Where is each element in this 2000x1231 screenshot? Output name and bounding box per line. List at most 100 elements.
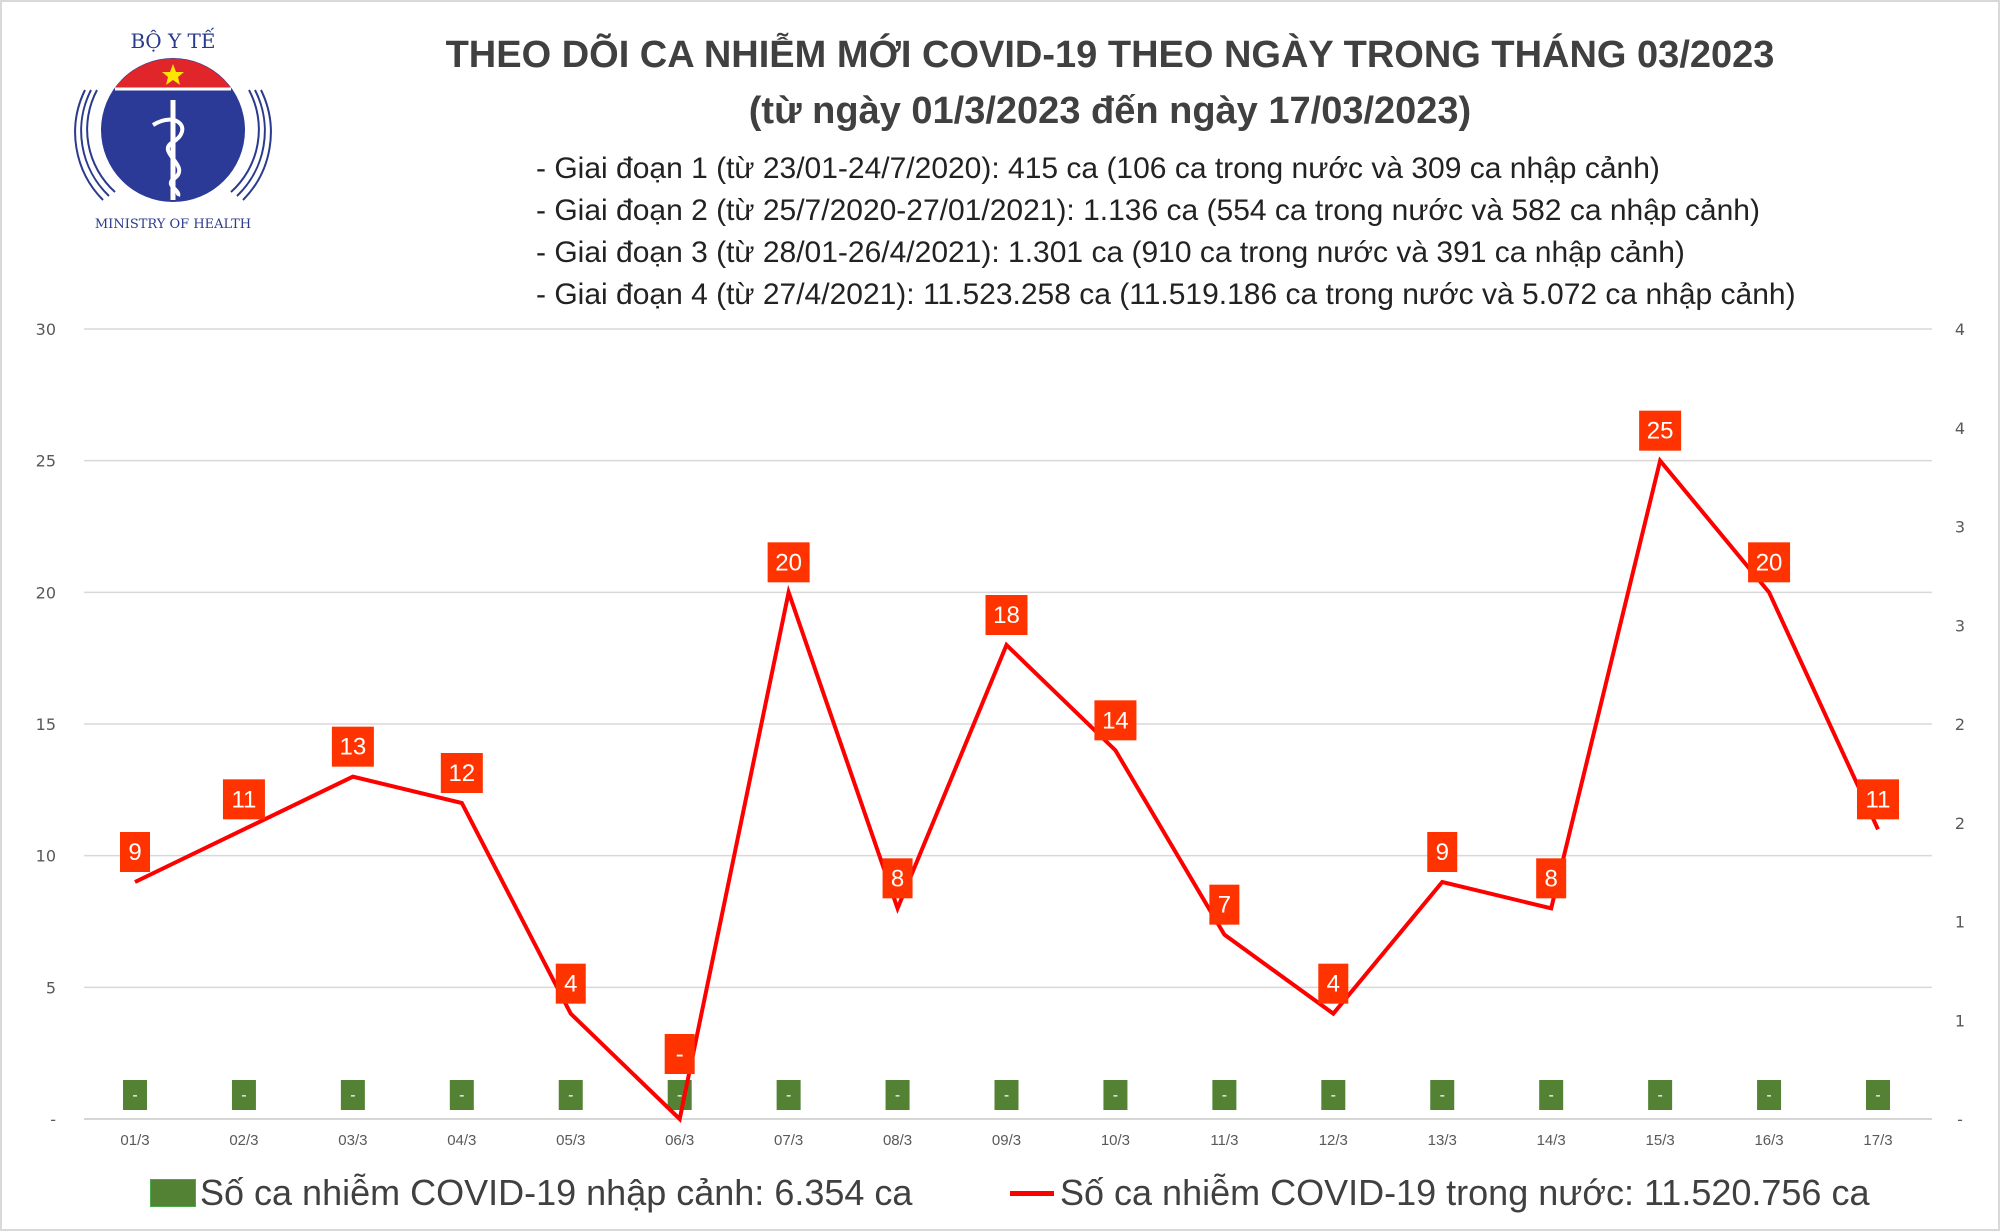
phase-1-note: - Giai đoạn 1 (từ 23/01-24/7/2020): 415 … xyxy=(536,152,1660,185)
data-label: 7 xyxy=(1218,892,1231,919)
line-domestic xyxy=(134,456,1880,1123)
data-label: 20 xyxy=(775,549,802,576)
data-label: - xyxy=(676,1041,684,1068)
left-axis-tick: 10 xyxy=(36,847,56,866)
data-label: 18 xyxy=(993,602,1020,629)
phase-2-note: - Giai đoạn 2 (từ 25/7/2020-27/01/2021):… xyxy=(536,194,1760,227)
x-axis-tick: 02/3 xyxy=(229,1132,258,1149)
x-axis-tick: 10/3 xyxy=(1101,1132,1130,1149)
bar-label: - xyxy=(1657,1087,1662,1104)
data-label: 11 xyxy=(231,786,256,813)
bar-label: - xyxy=(1549,1087,1554,1104)
data-label-box xyxy=(1857,779,1899,820)
bar-label: - xyxy=(568,1087,573,1104)
bar-label: - xyxy=(1004,1087,1009,1104)
data-label-box xyxy=(1748,542,1791,583)
data-label-box xyxy=(1427,832,1458,872)
bar-imported xyxy=(123,1080,147,1110)
bar-label: - xyxy=(786,1087,791,1104)
x-axis-tick: 03/3 xyxy=(338,1132,367,1149)
x-axis-tick: 15/3 xyxy=(1646,1132,1675,1149)
bar-label: - xyxy=(677,1087,682,1104)
data-label: 14 xyxy=(1102,707,1129,734)
data-label: 8 xyxy=(891,865,904,892)
phase-3-note: - Giai đoạn 3 (từ 28/01-26/4/2021): 1.30… xyxy=(536,236,1685,269)
x-axis-tick: 11/3 xyxy=(1210,1132,1238,1149)
right-axis-tick: 1 xyxy=(1955,913,1965,932)
bar-imported xyxy=(1539,1080,1564,1110)
right-axis-tick: 4 xyxy=(1955,419,1965,438)
data-label-box xyxy=(1209,884,1240,925)
logo-bottom-text: MINISTRY OF HEALTH xyxy=(95,217,251,232)
data-label-box xyxy=(1639,410,1682,451)
right-axis-tick: - xyxy=(1957,1110,1963,1129)
data-label-box xyxy=(331,726,374,767)
bar-imported xyxy=(776,1080,801,1110)
data-label: 11 xyxy=(1866,786,1891,813)
right-axis-tick: 3 xyxy=(1955,616,1965,635)
right-axis-tick: 4 xyxy=(1955,320,1965,339)
data-label-box xyxy=(1536,858,1567,899)
bar-label: - xyxy=(132,1087,137,1104)
x-axis-tick: 08/3 xyxy=(883,1132,912,1149)
data-label: 25 xyxy=(1647,418,1674,445)
data-label: 9 xyxy=(1436,839,1449,866)
data-label-box xyxy=(1318,963,1349,1004)
bar-imported xyxy=(1648,1080,1673,1110)
x-axis-tick: 01/3 xyxy=(120,1132,149,1149)
right-axis-tick: 2 xyxy=(1955,715,1965,734)
left-axis-tick: 20 xyxy=(36,583,56,602)
bar-imported xyxy=(558,1080,583,1110)
data-label-box xyxy=(222,779,265,820)
data-label-box xyxy=(767,542,810,583)
legend-item-imported: Số ca nhiễm COVID-19 nhập cảnh: 6.354 ca xyxy=(150,1172,912,1214)
bar-label: - xyxy=(1331,1087,1336,1104)
data-label: 20 xyxy=(1756,549,1783,576)
legend-swatch-green xyxy=(150,1179,196,1207)
phase-4-note: - Giai đoạn 4 (từ 27/4/2021): 11.523.258… xyxy=(536,278,1796,311)
bar-label: - xyxy=(241,1087,246,1104)
x-axis-tick: 16/3 xyxy=(1754,1132,1783,1149)
bar-imported xyxy=(449,1080,474,1110)
bar-label: - xyxy=(895,1087,900,1104)
data-label-box xyxy=(664,1034,695,1074)
x-axis-tick: 06/3 xyxy=(665,1132,694,1149)
chart-title: THEO DÕI CA NHIỄM MỚI COVID-19 THEO NGÀY… xyxy=(445,34,1775,76)
data-label: 4 xyxy=(564,971,577,998)
legend-label-domestic: Số ca nhiễm COVID-19 trong nước: 11.520.… xyxy=(1060,1172,1870,1213)
data-label: 9 xyxy=(128,839,141,866)
bar-label: - xyxy=(1113,1087,1118,1104)
data-label: 8 xyxy=(1545,865,1558,892)
left-axis-tick: 30 xyxy=(36,320,56,339)
legend-swatch-red xyxy=(1010,1190,1054,1196)
bar-imported xyxy=(1430,1080,1455,1110)
bar-imported xyxy=(1757,1080,1782,1110)
left-axis-tick: - xyxy=(50,1110,56,1129)
bar-label: - xyxy=(350,1087,355,1104)
ministry-logo: BỘ Y TẾ MINISTRY OF HEALTH xyxy=(74,27,272,232)
x-axis-tick: 07/3 xyxy=(774,1132,803,1149)
left-axis-tick: 5 xyxy=(46,978,56,997)
bar-imported xyxy=(994,1080,1019,1110)
chart-subtitle: (từ ngày 01/3/2023 đến ngày 17/03/2023) xyxy=(748,90,1472,132)
bar-label: - xyxy=(1222,1087,1227,1104)
bar-imported xyxy=(885,1080,910,1110)
x-axis-tick: 09/3 xyxy=(992,1132,1021,1149)
logo-top-text: BỘ Y TẾ xyxy=(131,27,216,53)
data-label-box xyxy=(985,595,1028,635)
bar-imported xyxy=(1103,1080,1128,1110)
data-label: 13 xyxy=(340,734,367,761)
x-axis-tick: 13/3 xyxy=(1428,1132,1457,1149)
x-axis-tick: 12/3 xyxy=(1319,1132,1348,1149)
x-axis-tick: 17/3 xyxy=(1863,1132,1892,1149)
data-label: 12 xyxy=(448,760,475,787)
data-label: 4 xyxy=(1327,971,1340,998)
x-axis-tick: 05/3 xyxy=(556,1132,585,1149)
data-label-box xyxy=(555,963,586,1004)
right-axis-tick: 1 xyxy=(1955,1011,1965,1030)
bar-label: - xyxy=(1875,1087,1880,1104)
bar-imported xyxy=(1212,1080,1237,1110)
right-axis-tick: 3 xyxy=(1955,518,1965,537)
